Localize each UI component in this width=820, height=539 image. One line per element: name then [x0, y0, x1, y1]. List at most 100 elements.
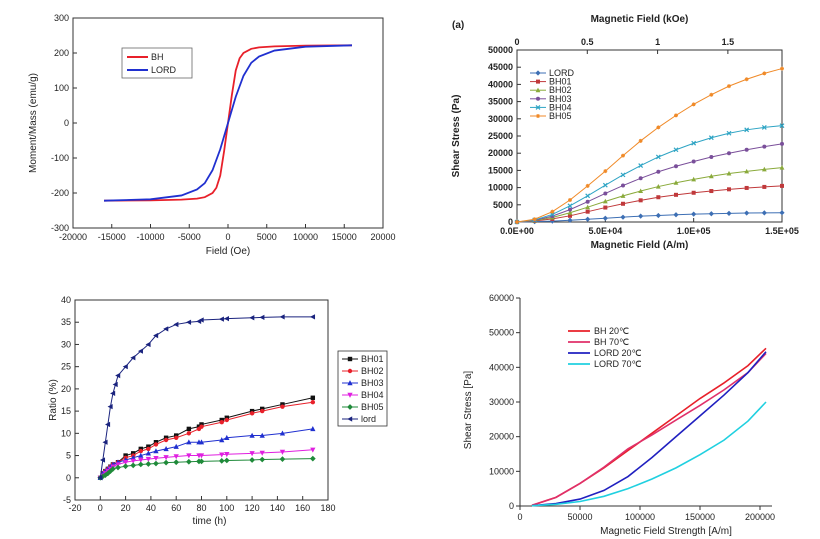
legend-label: BH05	[549, 111, 572, 121]
legend-label: BH	[151, 52, 164, 62]
data-point	[174, 435, 179, 440]
y-tick-label: 60000	[489, 293, 514, 303]
y-axis-label: Shear Stress [Pa]	[463, 371, 474, 450]
data-point	[515, 220, 519, 224]
y-tick-label: 0	[508, 217, 513, 227]
data-point	[107, 468, 114, 474]
data-point	[727, 151, 731, 156]
y-tick-label: 40000	[489, 362, 514, 372]
data-point	[674, 113, 678, 118]
series-line	[516, 185, 783, 223]
data-point	[130, 458, 136, 464]
data-point	[130, 451, 136, 456]
data-point	[603, 191, 608, 196]
data-point	[638, 213, 644, 219]
legend-label: BH 20℃	[594, 326, 629, 336]
x-tick-label: 60	[171, 503, 181, 513]
data-point	[620, 214, 626, 220]
data-point	[97, 475, 103, 481]
x-tick-label: -15000	[98, 232, 126, 242]
legend-marker	[347, 380, 353, 386]
data-point	[173, 454, 179, 460]
y-tick-label: 20000	[489, 432, 514, 442]
data-point	[673, 147, 679, 153]
data-point	[174, 433, 179, 438]
data-point	[674, 192, 678, 197]
data-point	[585, 199, 590, 204]
data-point	[744, 127, 750, 133]
data-point	[779, 210, 785, 216]
data-point	[691, 190, 696, 195]
legend-label: BH 70℃	[594, 337, 629, 347]
data-point	[310, 395, 316, 400]
legend-label: BH04	[361, 390, 384, 400]
x-tick-label: -20000	[59, 232, 87, 242]
data-point	[726, 210, 732, 216]
y-tick-label: 100	[54, 83, 69, 93]
data-point	[603, 205, 608, 210]
data-point	[105, 421, 111, 428]
data-point	[603, 169, 608, 174]
legend-marker	[536, 96, 540, 101]
data-point	[691, 211, 697, 217]
y-tick-label: 40	[61, 295, 71, 305]
data-point	[102, 439, 108, 445]
x-axis-label: time (h)	[193, 516, 227, 527]
data-point	[219, 420, 224, 425]
data-point	[279, 314, 285, 320]
y-tick-label: 15	[61, 406, 71, 416]
x-axis-label: Magnetic Field Strength [A/m]	[600, 526, 732, 537]
data-point	[199, 424, 204, 429]
data-point	[138, 448, 143, 454]
data-point	[146, 446, 151, 452]
x2-tick-label: 0.5	[581, 37, 594, 47]
x-tick-label: 100	[219, 503, 234, 513]
data-point	[173, 443, 179, 449]
x2-tick-label: 1.5	[722, 37, 735, 47]
data-point	[153, 460, 159, 467]
y-tick-label: 5	[66, 451, 71, 461]
y-tick-label: 30	[61, 339, 71, 349]
data-point	[585, 183, 590, 188]
data-point	[249, 411, 255, 416]
data-point	[309, 314, 316, 320]
data-point	[726, 130, 732, 136]
x-tick-label: -20	[68, 503, 81, 513]
data-point	[638, 138, 643, 143]
legend-marker	[536, 114, 540, 118]
chart-shear-stress-a: (a) 0.0E+00 5.0E+04 1.0E+05 1.5E+05 0 0.5 1 1.5 0…	[451, 14, 799, 251]
y-tick-label: 20000	[488, 148, 513, 158]
data-point	[122, 460, 129, 466]
legend-label: LORD	[151, 65, 177, 75]
data-point	[198, 439, 205, 445]
y-axis-label: Shear Stress (Pa)	[451, 95, 462, 178]
series-line-2	[531, 351, 767, 507]
data-point	[122, 364, 128, 370]
data-point	[186, 439, 192, 445]
data-point	[638, 163, 644, 169]
x-tick-label: 180	[320, 503, 335, 513]
x-tick-label: 0	[225, 232, 230, 242]
data-point	[163, 326, 169, 332]
data-point	[744, 168, 750, 174]
series-bh05	[515, 66, 784, 224]
data-point	[279, 449, 286, 455]
x-tick-label: 15000	[332, 232, 357, 242]
legend-marker	[536, 79, 540, 84]
data-point	[145, 456, 152, 462]
data-point	[280, 402, 285, 407]
series-bh02	[98, 400, 316, 480]
x-tick-label: 80	[196, 503, 206, 513]
x-tick-label: 5000	[257, 232, 277, 242]
data-point	[727, 84, 731, 89]
data-point	[532, 217, 537, 222]
data-point	[122, 463, 129, 470]
legend-label: BH05	[361, 402, 384, 412]
data-point	[779, 165, 785, 170]
data-point	[744, 77, 749, 82]
y-tick-label: 5000	[493, 200, 513, 210]
data-point	[198, 453, 205, 459]
data-point	[279, 430, 286, 436]
legend: BH01 BH02 BH03 BH04 BH05 lord	[337, 350, 388, 427]
